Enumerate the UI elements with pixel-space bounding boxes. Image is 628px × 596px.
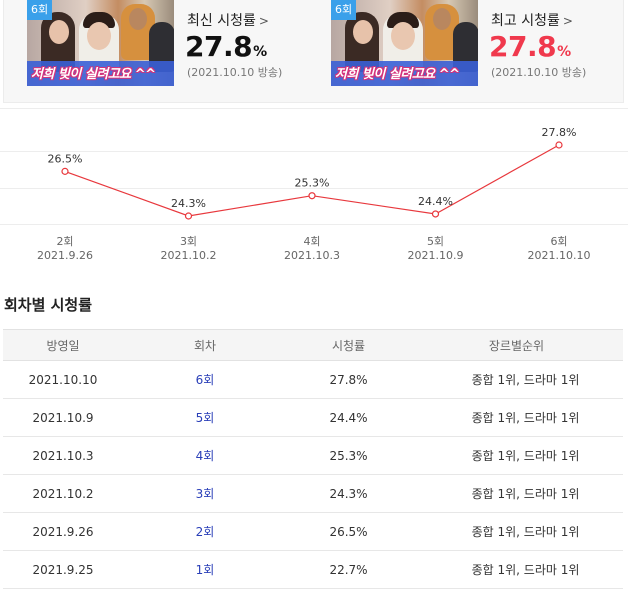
cell-episode-link[interactable]: 1회: [123, 550, 287, 589]
cell-genre-rank: 종합 1위, 드라마 1위: [410, 550, 623, 589]
episode-badge: 6회: [331, 0, 357, 20]
latest-rating-label: 최신 시청률: [187, 13, 256, 29]
table-row: 2021.10.2 3회 24.3% 종합 1위, 드라마 1위: [3, 474, 623, 513]
cell-episode-link[interactable]: 4회: [123, 436, 287, 475]
col-header-genre-rank: 장르별순위: [410, 329, 623, 361]
table-row: 2021.10.9 5회 24.4% 종합 1위, 드라마 1위: [3, 398, 623, 437]
x-tick-date: 2021.10.10: [528, 249, 591, 262]
data-point: [431, 210, 440, 218]
latest-rating-date: (2021.10.10 방송): [187, 66, 283, 79]
data-label: 26.5%: [48, 152, 83, 165]
data-point: [184, 212, 193, 220]
cell-genre-rank: 종합 1위, 드라마 1위: [410, 398, 623, 437]
cell-rating: 24.3%: [287, 474, 410, 513]
thumbnail-caption: 저희 빚이 실려고요 ^^: [335, 67, 460, 82]
cell-air-date: 2021.10.3: [3, 436, 123, 475]
cell-rating: 24.4%: [287, 398, 410, 437]
col-header-episode: 회차: [123, 329, 287, 361]
data-point: [555, 141, 563, 149]
episode-rating-table: 방영일 회차 시청률 장르별순위 2021.10.10 6회 27.8% 종합 …: [3, 329, 623, 589]
cell-rating: 27.8%: [287, 360, 410, 399]
highest-rating-label: 최고 시청률: [491, 13, 560, 29]
latest-episode-thumbnail[interactable]: 저희 빚이 실려고요 ^^ 6회: [27, 0, 174, 86]
episode-badge: 6회: [27, 0, 53, 20]
data-label: 27.8%: [542, 126, 577, 139]
cell-air-date: 2021.10.10: [3, 360, 123, 399]
x-tick-label: 6회: [550, 235, 567, 248]
cell-air-date: 2021.10.2: [3, 474, 123, 513]
cell-episode-link[interactable]: 6회: [123, 360, 287, 399]
highest-rating-unit: %: [557, 44, 572, 60]
latest-rating-number: 27.8: [185, 30, 253, 63]
table-row: 2021.9.25 1회 22.7% 종합 1위, 드라마 1위: [3, 550, 623, 589]
col-header-rating: 시청률: [287, 329, 410, 361]
cell-genre-rank: 종합 1위, 드라마 1위: [410, 512, 623, 551]
x-tick-label: 4회: [303, 235, 320, 248]
table-row: 2021.9.26 2회 26.5% 종합 1위, 드라마 1위: [3, 512, 623, 551]
thumbnail-caption: 저희 빚이 실려고요 ^^: [31, 67, 156, 82]
cell-genre-rank: 종합 1위, 드라마 1위: [410, 436, 623, 475]
data-label: 24.3%: [171, 197, 206, 210]
cell-episode-link[interactable]: 5회: [123, 398, 287, 437]
cell-air-date: 2021.9.26: [3, 512, 123, 551]
x-tick-label: 3회: [180, 235, 197, 248]
rating-trend-chart: 26.5%2회2021.9.2624.3%3회2021.10.225.3%4회2…: [0, 108, 628, 262]
x-tick-label: 2회: [56, 235, 73, 248]
cell-air-date: 2021.10.9: [3, 398, 123, 437]
highest-episode-thumbnail[interactable]: 저희 빚이 실려고요 ^^ 6회: [331, 0, 478, 86]
x-tick-date: 2021.10.9: [408, 249, 464, 262]
x-tick-date: 2021.9.26: [37, 249, 93, 262]
highest-rating-value: 27.8%: [489, 30, 571, 63]
cell-air-date: 2021.9.25: [3, 550, 123, 589]
latest-rating-unit: %: [253, 44, 268, 60]
x-tick-label: 5회: [427, 235, 444, 248]
cell-rating: 25.3%: [287, 436, 410, 475]
latest-rating-title[interactable]: 최신 시청률 >: [187, 10, 269, 30]
data-point: [308, 192, 316, 200]
table-header-row: 방영일 회차 시청률 장르별순위: [3, 329, 623, 361]
cell-genre-rank: 종합 1위, 드라마 1위: [410, 360, 623, 399]
cell-rating: 26.5%: [287, 512, 410, 551]
cell-episode-link[interactable]: 2회: [123, 512, 287, 551]
section-title-episode-ratings: 회차별 시청률: [4, 296, 93, 314]
chevron-right-icon: >: [258, 14, 269, 28]
data-label: 25.3%: [295, 177, 330, 190]
chevron-right-icon: >: [562, 14, 573, 28]
cell-episode-link[interactable]: 3회: [123, 474, 287, 513]
data-label: 24.4%: [418, 195, 453, 208]
highest-rating-number: 27.8: [489, 30, 557, 63]
latest-rating-value: 27.8%: [185, 30, 267, 63]
x-tick-date: 2021.10.3: [284, 249, 340, 262]
table-row: 2021.10.10 6회 27.8% 종합 1위, 드라마 1위: [3, 360, 623, 399]
data-point: [61, 167, 69, 175]
highest-rating-title[interactable]: 최고 시청률 >: [491, 10, 573, 30]
col-header-air-date: 방영일: [3, 329, 123, 361]
cell-genre-rank: 종합 1위, 드라마 1위: [410, 474, 623, 513]
cell-rating: 22.7%: [287, 550, 410, 589]
x-tick-date: 2021.10.2: [161, 249, 217, 262]
highest-rating-date: (2021.10.10 방송): [491, 66, 587, 79]
rating-summary-box: 저희 빚이 실려고요 ^^ 6회 최신 시청률 > 27.8% (2021.10.…: [3, 0, 624, 103]
table-row: 2021.10.3 4회 25.3% 종합 1위, 드라마 1위: [3, 436, 623, 475]
